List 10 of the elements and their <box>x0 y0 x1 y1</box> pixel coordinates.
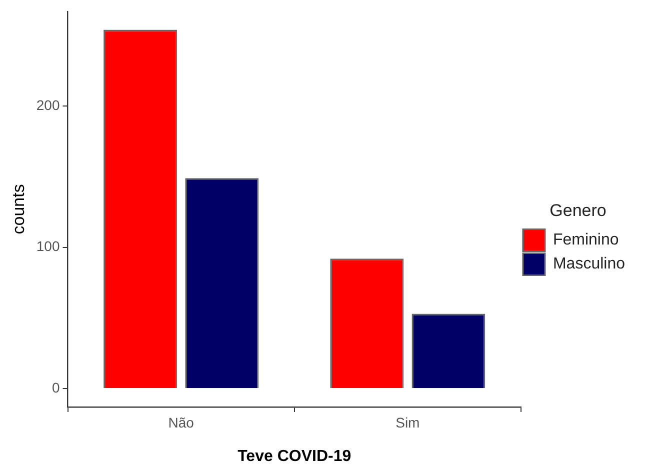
y-tick-label: 200 <box>36 96 60 113</box>
y-axis-title: counts <box>8 184 28 234</box>
x-tick-label: Não <box>168 414 194 430</box>
x-axis-title: Teve COVID-19 <box>238 448 352 465</box>
y-tick-label: 100 <box>36 238 60 254</box>
legend-title: Genero <box>550 200 606 220</box>
legend-label: Masculino <box>552 256 626 273</box>
y-tick-label: 0 <box>52 379 60 396</box>
x-tick-label: Sim <box>396 414 420 430</box>
legend-label: Feminino <box>552 232 619 249</box>
